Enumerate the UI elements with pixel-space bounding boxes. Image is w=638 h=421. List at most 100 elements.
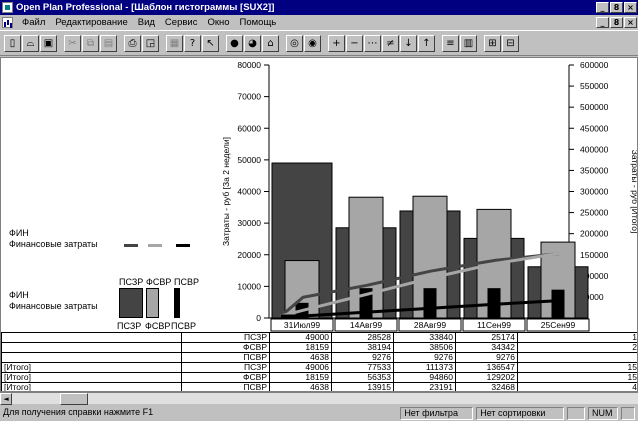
table-cell: 49006 [269, 362, 332, 373]
table-cell: 38506 [393, 342, 456, 353]
x-category-box [526, 318, 590, 332]
row-metric: ПСВР [181, 382, 270, 391]
properties-icon[interactable]: ▦ [166, 34, 183, 52]
menu-help[interactable]: Помощь [239, 17, 277, 28]
table-cell: 38194 [331, 342, 394, 353]
globe-icon[interactable]: ● [226, 34, 243, 52]
title-bar: Open Plan Professional - [Шаблон гистогр… [0, 0, 638, 15]
row-metric: ПСВР [181, 352, 270, 363]
doc-minimize-button[interactable]: _ [596, 17, 609, 28]
y-tick-label: 50000 [237, 155, 261, 165]
doc-close-button[interactable]: × [624, 17, 637, 28]
table-cell: 15 [517, 372, 637, 383]
zoom-in-icon[interactable]: ⊞ [484, 34, 501, 52]
row-label: [Итого] [1, 372, 182, 383]
target-icon[interactable]: ◎ [286, 34, 303, 52]
table-cell: 111373 [393, 362, 456, 373]
bank-icon[interactable]: ⌂ [262, 34, 279, 52]
row-label [1, 352, 182, 363]
menu-edit[interactable]: Редактирование [55, 17, 128, 28]
y2-axis-title: Затраты - руб [Итого] [630, 150, 638, 234]
filter-icon[interactable]: ◉ [304, 34, 321, 52]
y2-tick-label: 550000 [580, 81, 609, 91]
histogram-workspace: ФИН Финансовые затраты ПСЗР ФСВР ПСВР ФИ… [0, 57, 638, 392]
save-icon[interactable]: ▣ [40, 34, 57, 52]
status-help-text: Для получения справки нажмите F1 [3, 406, 154, 417]
app-icon[interactable] [2, 2, 13, 13]
x-category-box [334, 318, 398, 332]
y2-tick-label: 250000 [580, 208, 609, 218]
y2-tick-label: 150000 [580, 250, 609, 260]
cut-icon[interactable]: ✂ [64, 34, 81, 52]
table-cell: 18159 [269, 342, 332, 353]
data-table: ПСЗР 49000 28528 33840 25174 1 ФСВР 18159 38194 3… [1, 332, 637, 391]
legend-bar-item-pszr: ПСЗР [117, 321, 142, 331]
table-cell: 129202 [455, 372, 518, 383]
table-cell: 56353 [331, 372, 394, 383]
print-icon[interactable]: ⎙ [124, 34, 141, 52]
close-button[interactable]: × [624, 2, 637, 13]
table-cell: 13915 [331, 382, 394, 391]
add-icon[interactable]: + [328, 34, 345, 52]
document-icon[interactable] [2, 17, 13, 28]
legend-swatch-psvr [174, 288, 180, 318]
table-cell: 77533 [331, 362, 394, 373]
unlink-icon[interactable]: ≠ [382, 34, 399, 52]
row-metric: ПСЗР [181, 362, 270, 373]
legend-line-item-psvr: ПСВР [174, 277, 199, 287]
x-category-box [270, 318, 334, 332]
scroll-thumb[interactable] [60, 393, 88, 405]
horizontal-scrollbar[interactable]: ◄ [0, 392, 638, 405]
table-row: [Итого] ФСВР 18159 56353 94860 129202 15 [1, 372, 637, 383]
table-icon[interactable]: ▥ [460, 34, 477, 52]
table-cell: 23191 [393, 382, 456, 391]
scroll-left-button[interactable]: ◄ [0, 393, 12, 405]
table-row: ПСВР 4638 9276 9276 9276 [1, 352, 637, 363]
menu-tools[interactable]: Сервис [164, 17, 198, 28]
paste-icon[interactable]: ▤ [100, 34, 117, 52]
y-axis-title: Затраты - руб [За 2 недели] [221, 137, 231, 246]
legend-swatch-pszr [119, 288, 143, 318]
bar-psvr [551, 289, 565, 319]
move-up-icon[interactable]: ↑ [418, 34, 435, 52]
x-category-box [398, 318, 462, 332]
open-folder-icon[interactable]: ⌓ [22, 34, 39, 52]
move-down-icon[interactable]: ↓ [400, 34, 417, 52]
table-cell: 4638 [269, 352, 332, 363]
list-icon[interactable]: ≡ [442, 34, 459, 52]
context-help-icon[interactable]: ↖ [202, 34, 219, 52]
menu-window[interactable]: Окно [207, 17, 230, 28]
table-cell: 136547 [455, 362, 518, 373]
row-label [1, 342, 182, 353]
legend-bar-item-fsvr: ФСВР [145, 321, 171, 331]
x-tick-label: 14Авг99 [350, 320, 382, 330]
table-cell [517, 352, 637, 363]
menu-view[interactable]: Вид [137, 17, 155, 28]
minimize-button[interactable]: _ [596, 2, 609, 13]
doc-restore-button[interactable]: 8 [610, 17, 623, 28]
x-tick-label: 28Авг99 [414, 320, 446, 330]
legend-line-pszr [124, 244, 138, 247]
menu-file[interactable]: Файл [22, 17, 46, 28]
new-document-icon[interactable]: ▯ [4, 34, 21, 52]
zoom-out-icon[interactable]: ⊟ [502, 34, 519, 52]
histogram-chart[interactable]: 0 10000 20000 30000 40000 50000 60000 70000 8000… [1, 58, 638, 332]
row-label: [Итого] [1, 382, 182, 391]
y2-tick-label: 400000 [580, 144, 609, 154]
y-tick-label: 60000 [237, 123, 261, 133]
y-tick-label: 70000 [237, 92, 261, 102]
table-cell: 49000 [269, 332, 332, 343]
y2-tick-label: 500000 [580, 102, 609, 112]
maximize-button[interactable]: 8 [610, 2, 623, 13]
copy-icon[interactable]: ⧉ [82, 34, 99, 52]
remove-icon[interactable]: − [346, 34, 363, 52]
table-cell: 25174 [455, 332, 518, 343]
link-icon[interactable]: ⋯ [364, 34, 381, 52]
legend-bar-item-psvr: ПСВР [171, 321, 196, 331]
x-category-box [462, 318, 526, 332]
print-preview-icon[interactable]: ◲ [142, 34, 159, 52]
window-title: Open Plan Professional - [Шаблон гистогр… [16, 2, 275, 13]
status-sort: Нет сортировки [476, 406, 565, 420]
help-icon[interactable]: ? [184, 34, 201, 52]
chart-pie-icon[interactable]: ◕ [244, 34, 261, 52]
